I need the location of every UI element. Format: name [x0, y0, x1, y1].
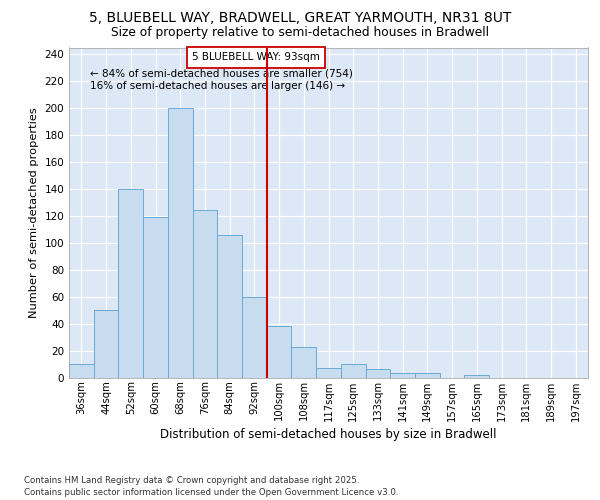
Bar: [415, 374, 440, 378]
Bar: [316, 368, 341, 378]
Bar: [118, 189, 143, 378]
Text: Size of property relative to semi-detached houses in Bradwell: Size of property relative to semi-detach…: [111, 26, 489, 39]
Bar: [217, 234, 242, 378]
Text: Contains HM Land Registry data © Crown copyright and database right 2025.: Contains HM Land Registry data © Crown c…: [24, 476, 359, 485]
Y-axis label: Number of semi-detached properties: Number of semi-detached properties: [29, 107, 39, 318]
Bar: [292, 346, 316, 378]
Bar: [168, 108, 193, 378]
X-axis label: Distribution of semi-detached houses by size in Bradwell: Distribution of semi-detached houses by …: [160, 428, 497, 440]
Text: ← 84% of semi-detached houses are smaller (754)
16% of semi-detached houses are : ← 84% of semi-detached houses are smalle…: [90, 69, 353, 90]
Bar: [94, 310, 118, 378]
Text: 5, BLUEBELL WAY, BRADWELL, GREAT YARMOUTH, NR31 8UT: 5, BLUEBELL WAY, BRADWELL, GREAT YARMOUT…: [89, 11, 511, 25]
Bar: [69, 364, 94, 378]
Bar: [365, 370, 390, 378]
Bar: [464, 375, 489, 378]
Bar: [267, 326, 292, 378]
Text: 5 BLUEBELL WAY: 93sqm: 5 BLUEBELL WAY: 93sqm: [192, 52, 320, 62]
Bar: [143, 217, 168, 378]
Text: Contains public sector information licensed under the Open Government Licence v3: Contains public sector information licen…: [24, 488, 398, 497]
Bar: [390, 374, 415, 378]
Bar: [193, 210, 217, 378]
Bar: [341, 364, 365, 378]
Bar: [242, 296, 267, 378]
